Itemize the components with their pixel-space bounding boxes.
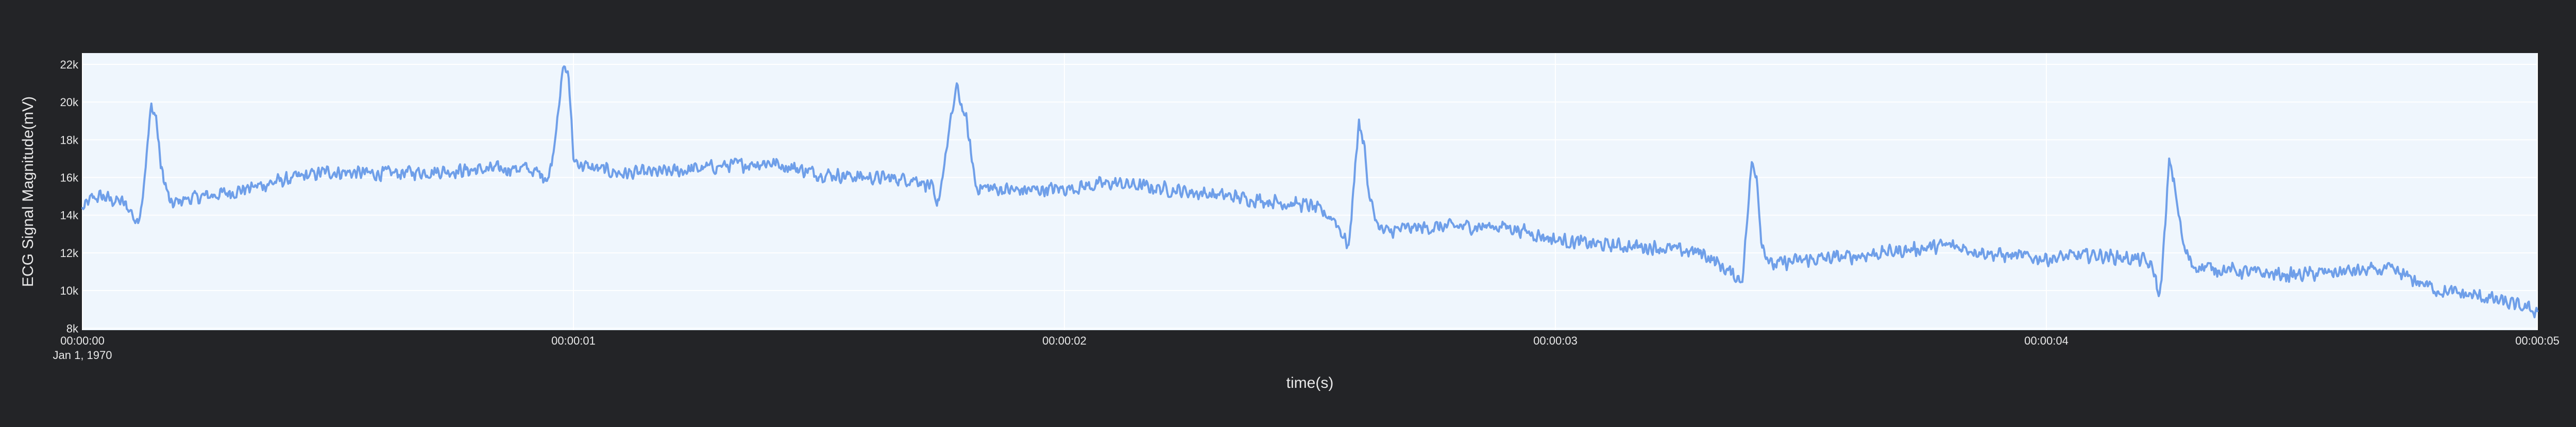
y-tick-label: 20k: [60, 96, 79, 109]
y-tick-label: 12k: [60, 247, 79, 260]
plot-area: [82, 53, 2537, 330]
x-tick-sublabel: Jan 1, 1970: [53, 349, 112, 362]
y-tick-label: 18k: [60, 133, 79, 146]
y-axis-ticks: 8k 10k 12k 14k 16k 18k 20k 22k: [60, 58, 79, 335]
x-tick-label: 00:00:00: [60, 334, 105, 347]
y-tick-label: 14k: [60, 209, 79, 222]
series-line: [81, 65, 2538, 318]
y-tick-label: 22k: [60, 58, 79, 71]
y-axis-title: ECG Signal Magnitude(mV): [20, 96, 37, 287]
y-tick-label: 16k: [60, 172, 79, 184]
x-tick-label: 00:00:03: [1533, 334, 1578, 347]
y-tick-label: 8k: [66, 322, 79, 335]
x-tick-label: 00:00:04: [2024, 334, 2069, 347]
x-tick-label: 00:00:05: [2515, 334, 2560, 347]
y-tick-label: 10k: [60, 284, 79, 297]
x-tick-label: 00:00:01: [551, 334, 596, 347]
x-axis-ticks: 00:00:00 00:00:01 00:00:02 00:00:03 00:00:04…: [60, 334, 2560, 347]
x-axis-title: time(s): [1286, 374, 1334, 391]
x-tick-label: 00:00:02: [1042, 334, 1087, 347]
y-gridlines: [82, 63, 2537, 329]
